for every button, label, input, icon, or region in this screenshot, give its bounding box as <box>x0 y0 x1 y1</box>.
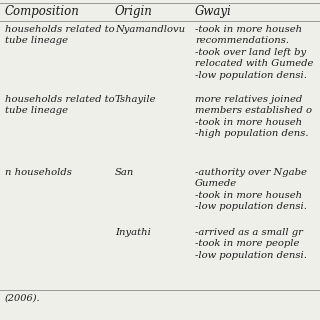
Text: Nyamandlovu: Nyamandlovu <box>115 25 185 34</box>
Text: Composition: Composition <box>5 5 80 18</box>
Text: (2006).: (2006). <box>5 294 41 303</box>
Text: more relatives joined
members established o
-took in more househ
-high populatio: more relatives joined members establishe… <box>195 95 312 138</box>
Text: Tshayile: Tshayile <box>115 95 156 104</box>
Text: -took in more househ
recommendations.
-took over land left by
relocated with Gum: -took in more househ recommendations. -t… <box>195 25 313 80</box>
Text: households related to
tube lineage: households related to tube lineage <box>5 95 115 116</box>
Text: n households: n households <box>5 168 72 177</box>
Text: Inyathi: Inyathi <box>115 228 151 237</box>
Text: households related to
tube lineage: households related to tube lineage <box>5 25 115 45</box>
Text: San: San <box>115 168 134 177</box>
Text: Gwayi: Gwayi <box>195 5 232 18</box>
Text: -authority over Ngabe
Gumede
-took in more househ
-low population densi.: -authority over Ngabe Gumede -took in mo… <box>195 168 307 211</box>
Text: Origin: Origin <box>115 5 153 18</box>
Text: -arrived as a small gr
-took in more people
-low population densi.: -arrived as a small gr -took in more peo… <box>195 228 307 260</box>
